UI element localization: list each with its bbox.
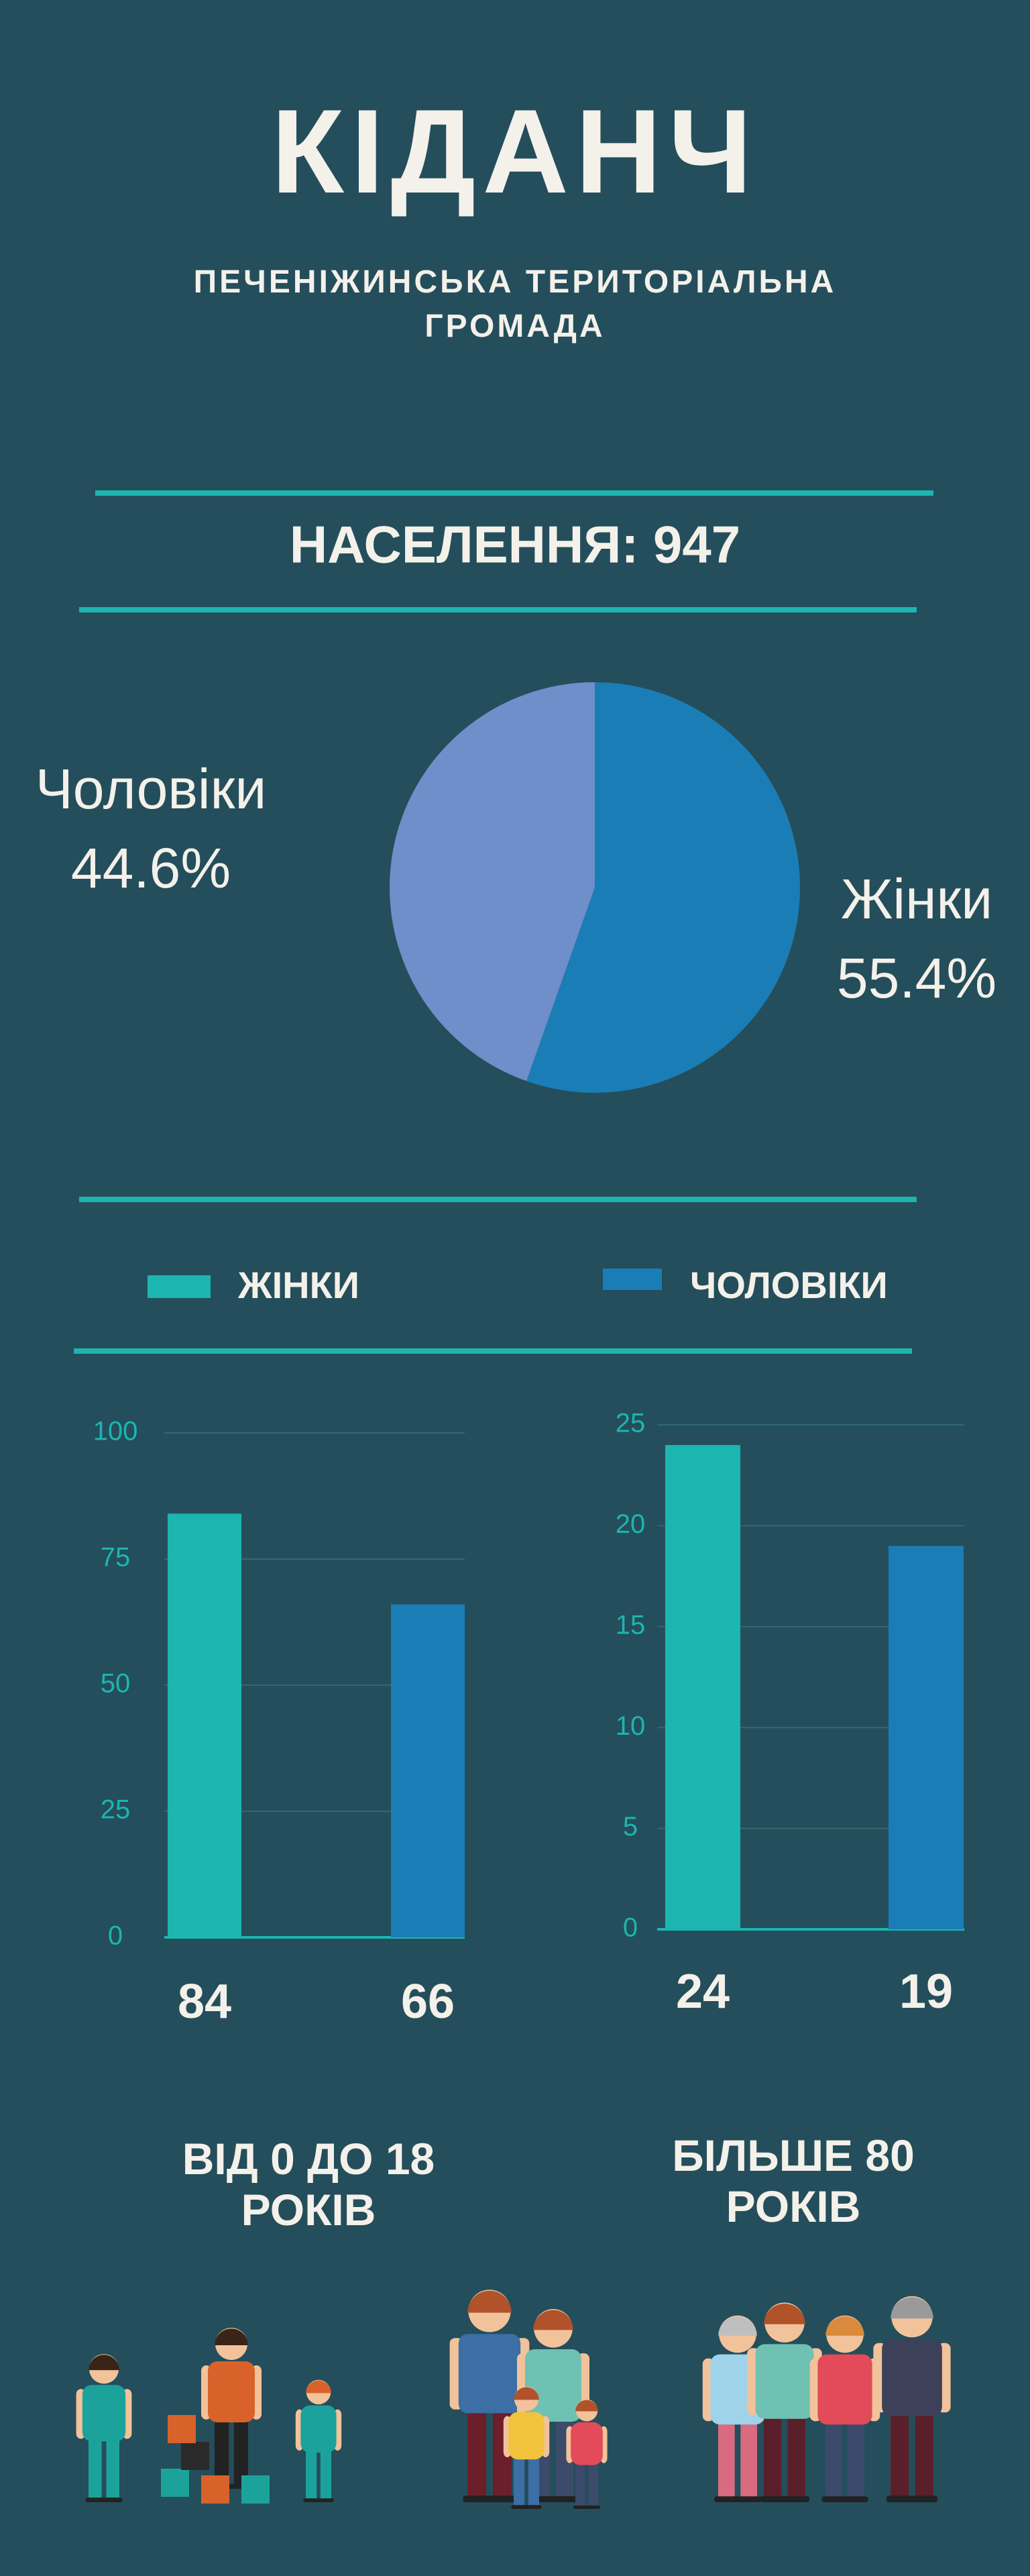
person-torso: [882, 2339, 942, 2416]
person-torso: [300, 2405, 337, 2453]
y-tick-label: 15: [616, 1610, 646, 1640]
person-shoe: [759, 2496, 810, 2502]
person-leg: [306, 2449, 317, 2502]
person-hair: [215, 2328, 248, 2345]
pie-slice: [526, 682, 801, 1093]
person-shoe: [714, 2496, 761, 2502]
person: [503, 2386, 550, 2509]
pie-label: Чоловіки: [36, 757, 267, 820]
person: [873, 2296, 951, 2502]
person: [809, 2315, 880, 2502]
y-tick-label: 0: [108, 1921, 123, 1951]
person-shoe: [463, 2496, 516, 2502]
toy-block: [181, 2442, 209, 2470]
person-leg: [825, 2420, 842, 2502]
value-label: 84: [178, 1975, 231, 2029]
y-tick-label: 5: [623, 1812, 638, 1841]
y-tick-label: 0: [623, 1913, 638, 1943]
person-torso: [82, 2385, 126, 2442]
value-label: 24: [676, 1965, 730, 2019]
population: НАСЕЛЕННЯ: 947: [290, 515, 740, 574]
person-hair: [514, 2387, 539, 2400]
y-tick-label: 75: [101, 1543, 131, 1572]
person-leg: [718, 2420, 735, 2502]
person: [76, 2354, 132, 2502]
person-hair: [764, 2303, 805, 2324]
person-hair: [467, 2290, 512, 2313]
person-leg: [575, 2461, 585, 2509]
y-tick-label: 25: [101, 1795, 131, 1825]
bar: [889, 1546, 964, 1929]
legend-swatch: [603, 1269, 662, 1290]
person-leg: [740, 2420, 757, 2502]
person: [201, 2328, 262, 2489]
bar: [665, 1445, 740, 1929]
title: КІДАНЧ: [271, 85, 758, 218]
caption: ВІД 0 ДО 18 РОКІВ: [182, 2134, 435, 2235]
bar: [391, 1604, 465, 1937]
person-leg: [848, 2420, 864, 2502]
person: [566, 2399, 608, 2509]
bar: [168, 1513, 241, 1937]
person-hair: [825, 2316, 864, 2336]
person-leg: [891, 2412, 909, 2502]
person-hair: [575, 2400, 598, 2412]
legend-swatch: [148, 1275, 211, 1298]
person: [295, 2379, 342, 2502]
person-leg: [215, 2418, 229, 2489]
person-leg: [764, 2414, 782, 2502]
person-torso: [755, 2344, 814, 2419]
person-torso: [525, 2349, 581, 2422]
person-torso: [817, 2354, 872, 2425]
person-leg: [106, 2437, 119, 2502]
person-shoe: [529, 2496, 577, 2502]
legend-label: ЖІНКИ: [237, 1264, 359, 1306]
pie-label: Жінки: [841, 867, 992, 930]
y-tick-label: 50: [101, 1669, 131, 1699]
toy-block: [168, 2415, 196, 2443]
toy-block: [241, 2475, 270, 2504]
person-leg: [528, 2455, 539, 2509]
value-label: 66: [401, 1975, 455, 2029]
y-tick-label: 20: [616, 1509, 646, 1539]
person-leg: [588, 2461, 598, 2509]
person-shoe: [511, 2505, 542, 2509]
person-leg: [787, 2414, 805, 2502]
person-torso: [508, 2412, 545, 2460]
person-shoe: [85, 2498, 123, 2502]
toy-block: [201, 2475, 229, 2504]
legend-label: ЧОЛОВІКИ: [690, 1264, 888, 1306]
person-leg: [233, 2418, 248, 2489]
caption: БІЛЬШЕ 80 РОКІВ: [672, 2131, 915, 2231]
pie-slice: [390, 682, 595, 1081]
person-shoe: [821, 2496, 868, 2502]
person-leg: [915, 2412, 933, 2502]
person-torso: [571, 2422, 603, 2465]
person-hair: [718, 2316, 757, 2336]
person-hair: [533, 2310, 573, 2330]
person-leg: [89, 2437, 102, 2502]
person-shoe: [886, 2496, 938, 2502]
person-shoe: [573, 2505, 601, 2509]
value-label: 19: [899, 1965, 953, 2019]
person-torso: [208, 2361, 255, 2422]
y-tick-label: 100: [93, 1417, 138, 1446]
person-leg: [320, 2449, 331, 2502]
y-tick-label: 25: [616, 1409, 646, 1438]
person-hair: [891, 2297, 933, 2319]
person-leg: [467, 2409, 487, 2502]
y-tick-label: 10: [616, 1711, 646, 1741]
person-hair: [306, 2380, 331, 2394]
pie-value-label: 55.4%: [837, 947, 996, 1010]
person-leg: [514, 2455, 525, 2509]
person-hair: [89, 2355, 119, 2371]
pie-value-label: 44.6%: [71, 837, 231, 900]
person-shoe: [303, 2498, 334, 2502]
person-torso: [458, 2334, 521, 2414]
toy-block: [161, 2469, 189, 2497]
person: [747, 2302, 822, 2502]
subtitle: ПЕЧЕНІЖИНСЬКА ТЕРИТОРІАЛЬНА ГРОМАДА: [193, 264, 837, 344]
